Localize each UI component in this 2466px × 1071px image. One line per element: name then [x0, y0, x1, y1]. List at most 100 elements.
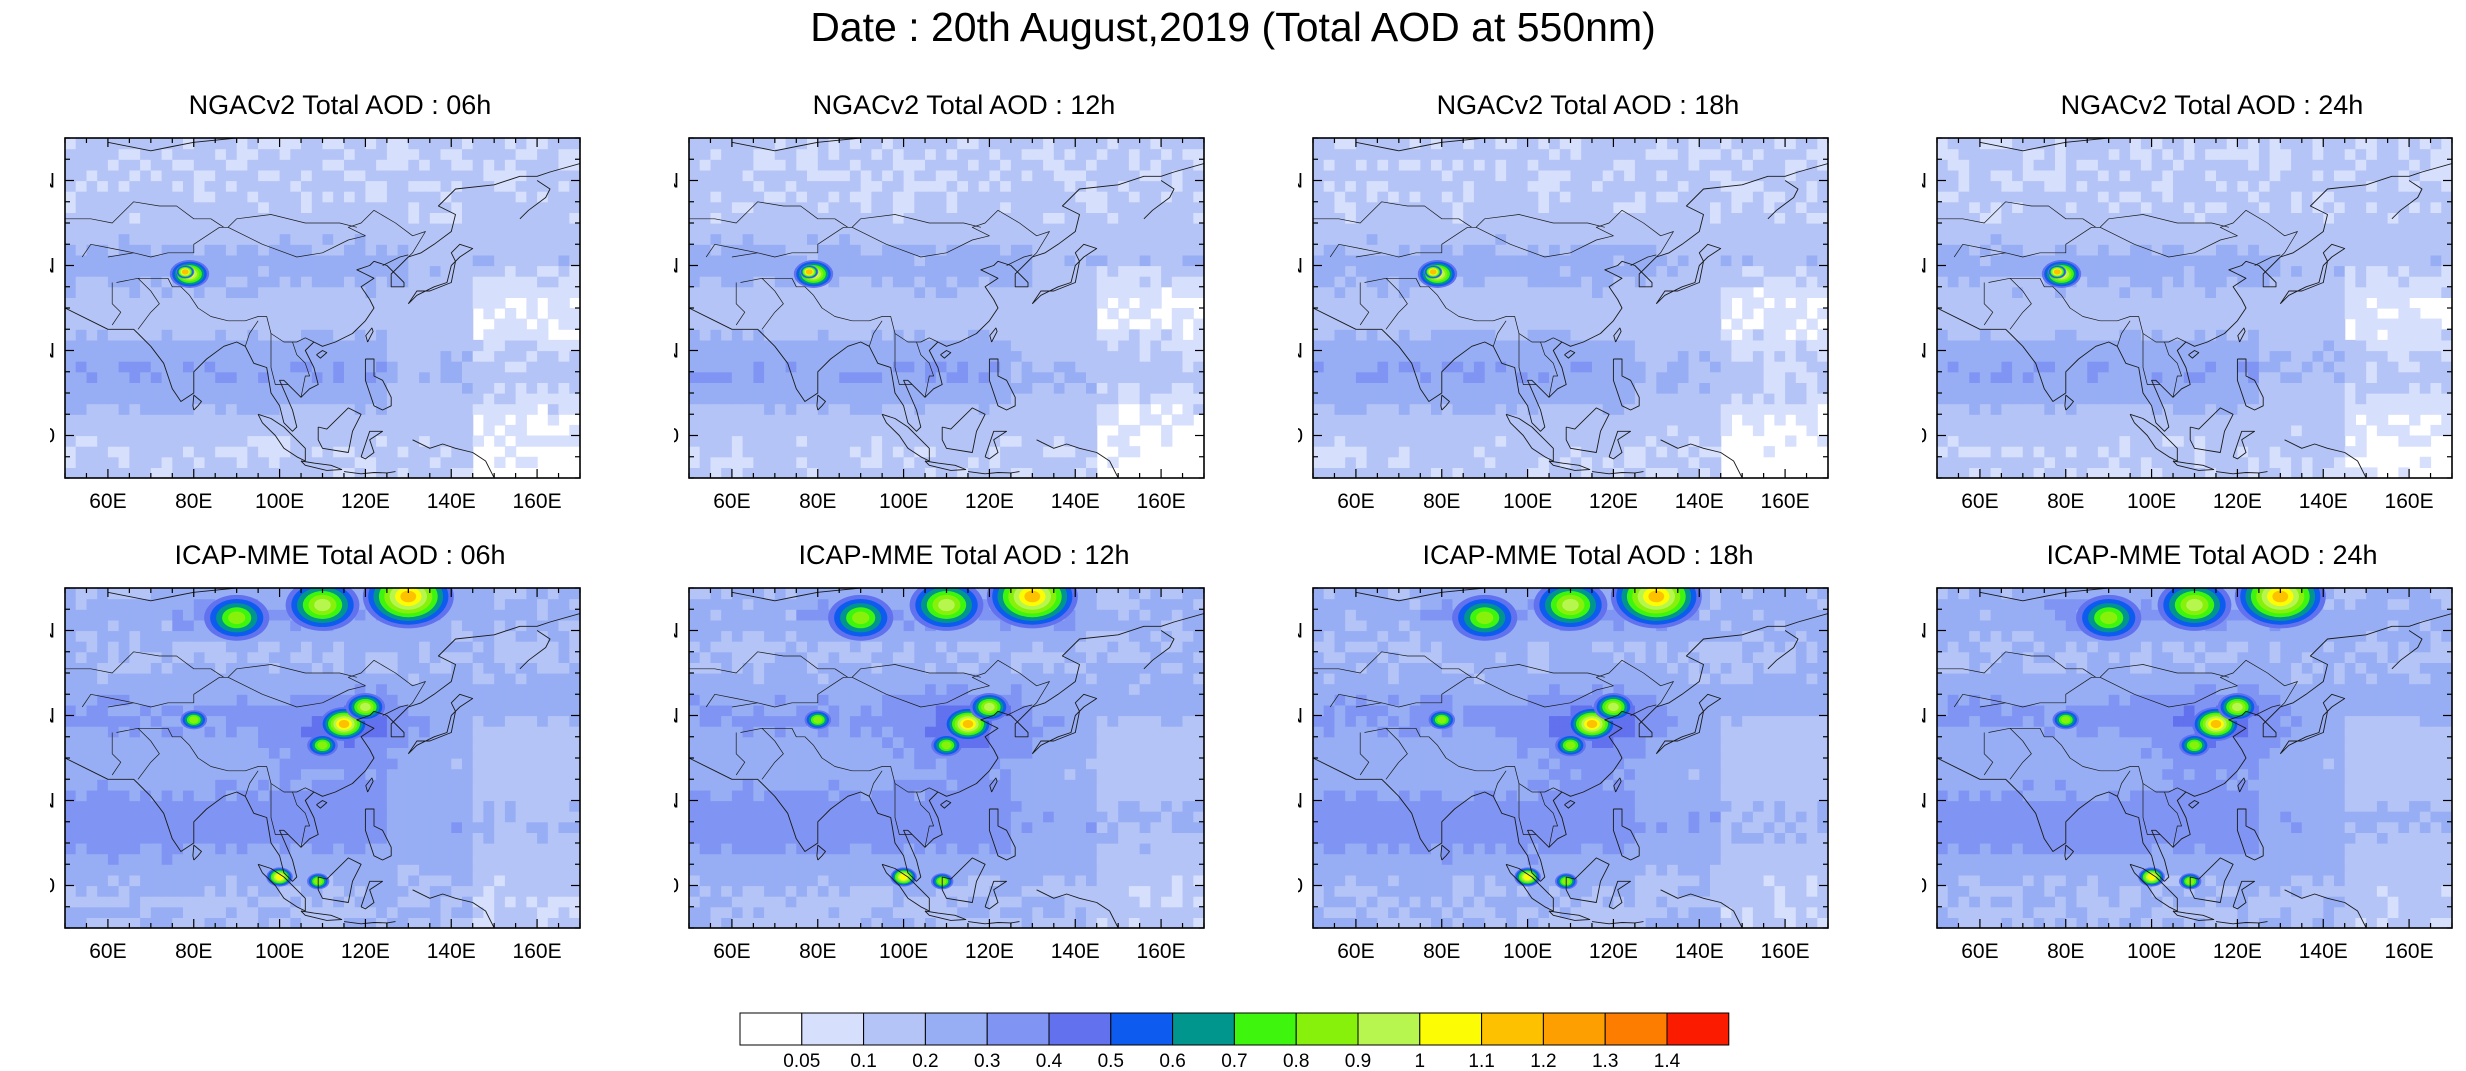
aod-cell [1710, 318, 1722, 330]
aod-cell [1806, 424, 1818, 437]
aod-cell [547, 308, 560, 320]
aod-cell [796, 467, 808, 478]
aod-cell [558, 159, 570, 171]
aod-cell [301, 169, 313, 182]
aod-cell [408, 286, 420, 298]
aod-cell [2076, 446, 2088, 458]
aod-cell [892, 297, 905, 309]
aod-cell [204, 276, 216, 288]
aod-cell [118, 276, 130, 288]
aod-cell [2291, 393, 2303, 405]
aod-cell [2344, 446, 2356, 458]
aod-cell [1656, 191, 1668, 203]
aod-cell [344, 393, 356, 405]
aod-cell [1677, 180, 1690, 192]
aod-cell [279, 223, 291, 235]
aod-cell [774, 361, 787, 373]
aod-cell [193, 456, 206, 468]
aod-cell [753, 424, 765, 437]
aod-cell [322, 223, 334, 235]
country-border [740, 277, 939, 343]
aod-cell [1710, 456, 1722, 468]
aod-cell [376, 254, 388, 267]
aod-cell [1452, 329, 1464, 341]
aod-cell [354, 297, 366, 309]
aod-cell [1128, 159, 1141, 171]
aod-cell [1958, 414, 1970, 426]
aod-cell [1161, 254, 1173, 267]
aod-cell [107, 393, 120, 405]
aod-cell [462, 371, 474, 383]
aod-cell [494, 159, 506, 171]
country-border [382, 254, 409, 266]
aod-cell [376, 371, 388, 383]
aod-cell [957, 201, 969, 213]
aod-cell [1086, 361, 1098, 373]
aod-cell [1634, 382, 1647, 394]
aod-cell [1086, 138, 1098, 150]
aod-cell [721, 329, 733, 341]
aod-cell [1345, 382, 1357, 394]
aod-cell [1193, 148, 1204, 160]
aod-cell [1677, 148, 1690, 160]
aod-cell [1516, 180, 1529, 192]
aod-cell [547, 286, 560, 298]
aod-cell [1150, 233, 1162, 245]
aod-cell [1107, 286, 1119, 298]
aod-cell [807, 371, 819, 383]
aod-cell [1441, 414, 1454, 426]
aod-cell [183, 212, 195, 224]
aod-cell [161, 350, 173, 362]
aod-cell [290, 180, 302, 192]
aod-cell [97, 308, 109, 320]
country-border [244, 320, 259, 347]
aod-cell [397, 382, 409, 394]
aod-cell [569, 308, 580, 320]
aod-cell [1000, 138, 1012, 150]
aod-cell [65, 276, 77, 288]
aod-cell [1602, 350, 1614, 362]
aod-cell [2076, 435, 2088, 447]
aod-cell [2387, 403, 2399, 415]
aod-cell [311, 424, 324, 437]
aod-cell [1345, 265, 1357, 277]
aod-cell [1677, 191, 1690, 203]
aod-cell [451, 403, 463, 415]
aod-cell [547, 180, 560, 192]
aod-cell [1624, 191, 1636, 203]
aod-cell [1107, 329, 1119, 341]
aod-cell [1086, 191, 1098, 203]
aod-cell [86, 244, 98, 256]
aod-cell [1128, 339, 1141, 352]
aod-cell [386, 169, 399, 182]
aod-cell [1409, 393, 1421, 405]
aod-cell [785, 403, 797, 415]
aod-cell [1128, 180, 1141, 192]
aod-cell [1699, 180, 1711, 192]
aod-cell [268, 180, 281, 192]
aod-cell [451, 371, 463, 383]
aod-cell [344, 424, 356, 437]
aod-cell [1559, 382, 1572, 394]
aod-cell [903, 339, 915, 352]
aod-cell [2280, 382, 2292, 394]
aod-cell [1538, 233, 1550, 245]
aod-cell [1021, 467, 1033, 478]
aod-cell [311, 286, 324, 298]
aod-cell [1484, 244, 1496, 256]
aod-hotspot [805, 269, 813, 275]
aod-cell [774, 308, 787, 320]
aod-cell [689, 223, 701, 235]
aod-cell [301, 446, 313, 458]
aod-cell [1667, 435, 1679, 447]
aod-cell [946, 371, 958, 383]
aod-cell [968, 318, 980, 330]
aod-cell [2376, 414, 2389, 426]
aod-cell [225, 169, 238, 182]
aod-cell [172, 382, 184, 394]
aod-cell [1710, 339, 1722, 352]
aod-cell [1516, 276, 1529, 288]
aod-cell [1688, 180, 1700, 192]
aod-cell [1171, 223, 1184, 235]
aod-cell [526, 180, 538, 192]
